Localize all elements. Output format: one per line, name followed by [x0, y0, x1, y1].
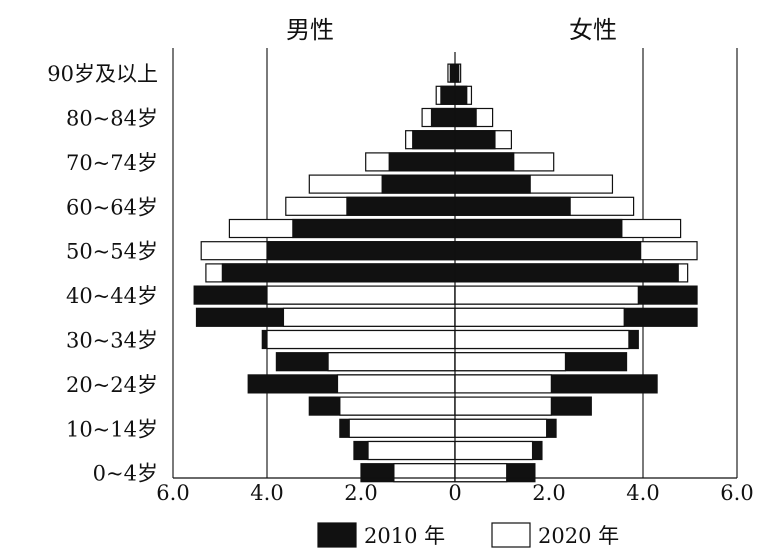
male-label: 男性 — [286, 16, 334, 44]
x-tick-label: 2.0 — [532, 481, 565, 505]
bar-female-2020-6 — [454, 329, 630, 350]
bar-male-2020-1 — [367, 440, 456, 461]
bar-male-2020-8 — [266, 285, 456, 305]
bar-male-2010-13 — [381, 174, 456, 194]
bar-male-2020-6 — [266, 329, 456, 350]
y-label: 70~74岁 — [66, 151, 158, 175]
bars — [193, 63, 698, 483]
bar-male-2020-3 — [339, 396, 456, 416]
x-tick-label: 0 — [448, 481, 461, 505]
bar-male-2020-5 — [327, 352, 456, 372]
bar-male-2020-4 — [336, 374, 456, 394]
x-tick-label: 4.0 — [250, 481, 283, 505]
bar-male-2010-16 — [430, 107, 456, 128]
y-label: 30~34岁 — [66, 329, 158, 353]
legend-swatch-2010 — [317, 522, 357, 548]
y-label: 50~54岁 — [66, 240, 158, 264]
bar-female-2010-15 — [454, 130, 496, 150]
y-label: 60~64岁 — [66, 195, 158, 219]
bar-male-2010-10 — [266, 241, 456, 261]
bar-female-2020-2 — [454, 418, 548, 438]
x-axis-ticks: 6.0 4.0 2.0 0 2.0 4.0 6.0 — [156, 481, 753, 505]
x-tick-label: 6.0 — [156, 481, 189, 505]
y-label: 40~44岁 — [66, 284, 158, 308]
y-label: 80~84岁 — [66, 107, 158, 131]
y-label: 10~14岁 — [66, 417, 158, 441]
bar-female-2020-4 — [454, 374, 552, 394]
legend: 2010 年 2020 年 — [317, 522, 619, 548]
bar-female-2010-11 — [454, 218, 623, 239]
bar-male-2010-15 — [412, 130, 456, 150]
bar-male-2020-0 — [393, 463, 456, 483]
bar-male-2010-14 — [388, 152, 456, 172]
bar-female-2010-12 — [454, 196, 571, 216]
bar-female-2010-17 — [454, 85, 468, 105]
female-label: 女性 — [569, 16, 617, 44]
bar-female-2020-8 — [454, 285, 639, 305]
bar-female-2020-3 — [454, 396, 552, 416]
x-tick-label: 4.0 — [626, 481, 659, 505]
bar-female-2010-13 — [454, 174, 531, 194]
bar-female-2020-7 — [454, 307, 625, 327]
y-label: 0~4岁 — [93, 462, 158, 486]
y-label: 20~24岁 — [66, 373, 158, 397]
bar-male-2010-17 — [440, 85, 456, 105]
y-label: 90岁及以上 — [47, 62, 158, 86]
bar-female-2010-9 — [454, 263, 679, 283]
bar-female-2020-1 — [454, 440, 534, 461]
bar-male-2010-18 — [449, 63, 456, 83]
bar-female-2020-5 — [454, 352, 567, 372]
legend-label-2010: 2010 年 — [364, 524, 445, 548]
legend-label-2020: 2020 年 — [538, 524, 619, 548]
bar-male-2020-7 — [282, 307, 456, 327]
bar-female-2020-0 — [454, 463, 508, 483]
bar-male-2010-9 — [221, 263, 456, 283]
bar-female-2010-10 — [454, 241, 642, 261]
y-axis-labels: 0~4岁 10~14岁 20~24岁 30~34岁 40~44岁 50~54岁 60~64岁… — [47, 62, 158, 486]
bar-female-2010-16 — [454, 107, 477, 128]
x-tick-label: 2.0 — [344, 481, 377, 505]
bar-female-2010-14 — [454, 152, 515, 172]
bar-male-2020-2 — [348, 418, 456, 438]
bar-male-2010-11 — [292, 218, 456, 239]
legend-swatch-2020 — [491, 522, 531, 548]
x-tick-label: 6.0 — [720, 481, 753, 505]
grid-lines — [172, 48, 738, 478]
bar-male-2010-12 — [346, 196, 456, 216]
